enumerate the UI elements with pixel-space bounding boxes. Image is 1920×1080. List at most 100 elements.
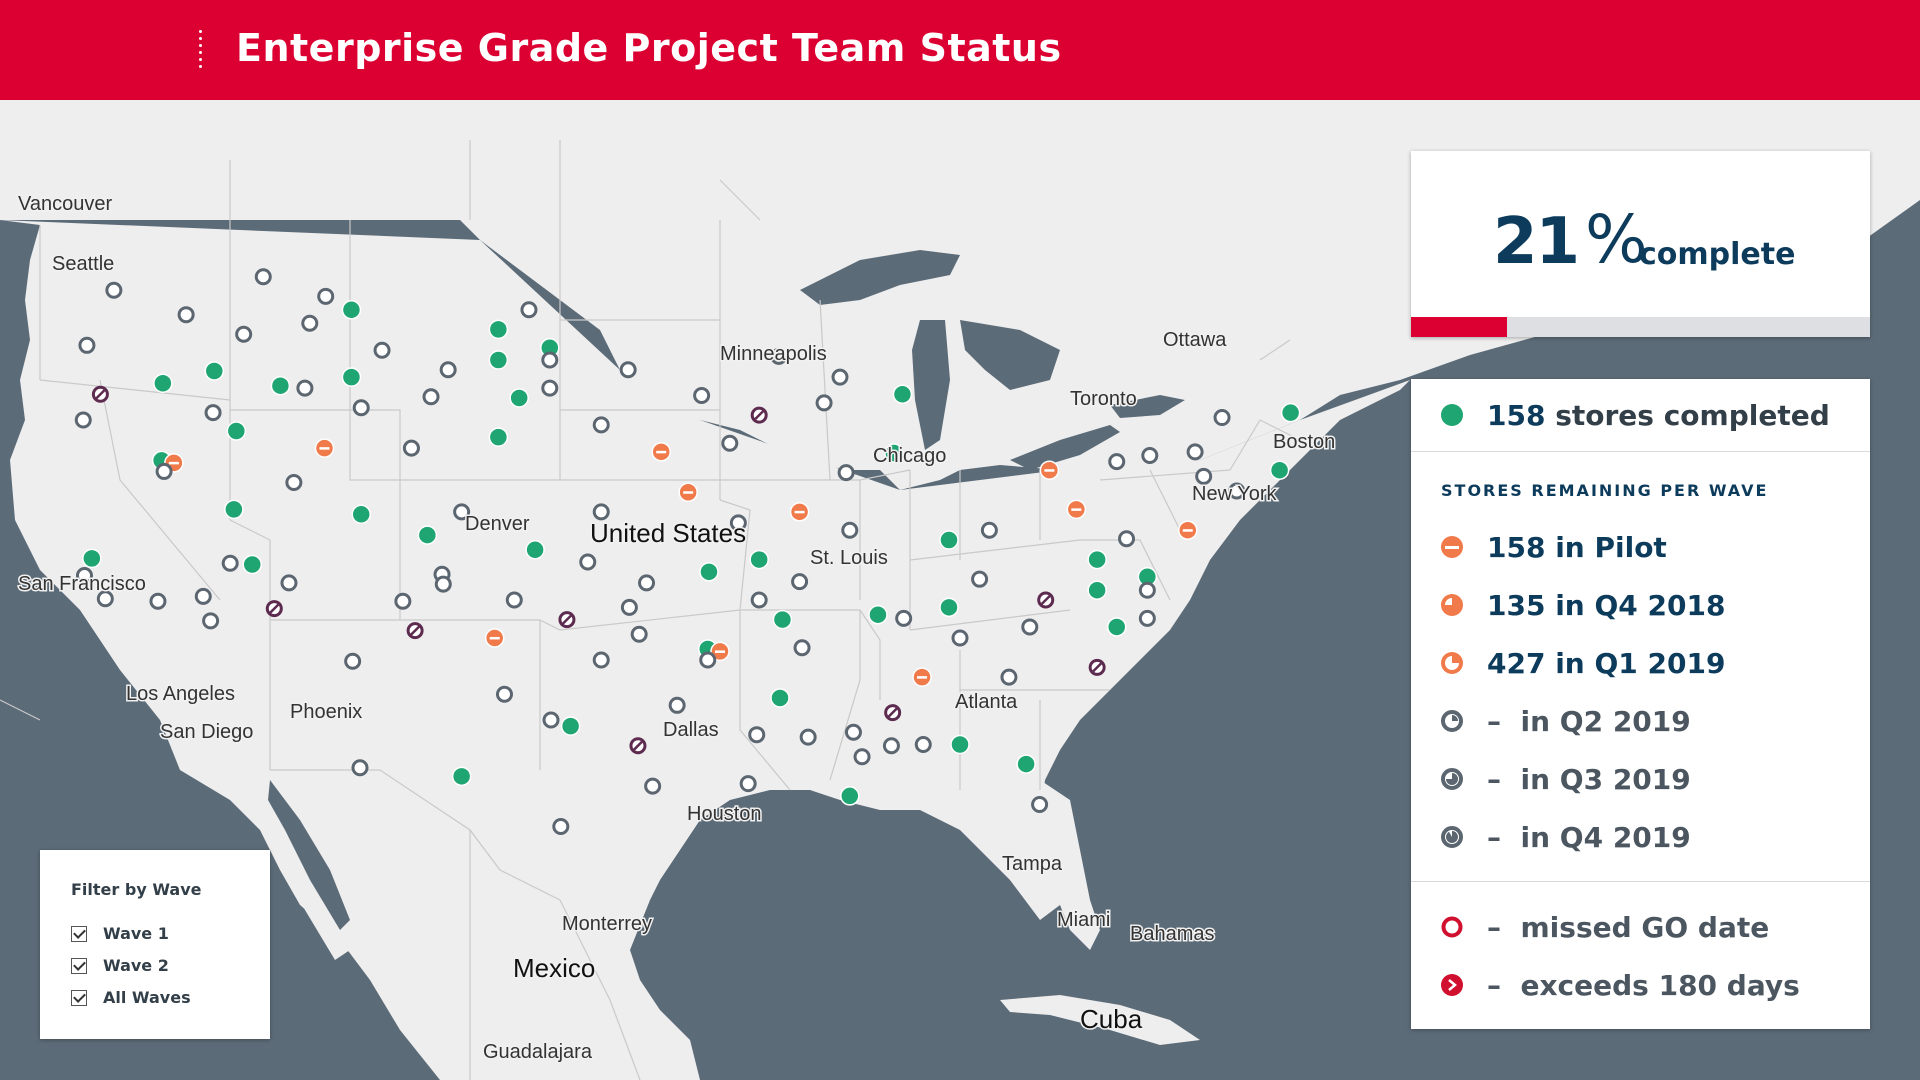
store-pending-marker[interactable] xyxy=(844,723,862,741)
store-completed-marker[interactable] xyxy=(840,786,860,806)
store-completed-marker[interactable] xyxy=(749,549,769,570)
store-pending-marker[interactable] xyxy=(630,625,648,643)
store-pending-marker[interactable] xyxy=(1108,453,1126,471)
store-pending-marker[interactable] xyxy=(105,281,123,299)
store-exceeds-marker[interactable] xyxy=(884,704,902,722)
store-pending-marker[interactable] xyxy=(1195,467,1213,485)
store-pending-marker[interactable] xyxy=(221,554,239,572)
store-pending-marker[interactable] xyxy=(1000,668,1018,686)
store-completed-marker[interactable] xyxy=(341,300,362,320)
store-pending-marker[interactable] xyxy=(638,574,656,592)
store-pending-marker[interactable] xyxy=(373,341,391,359)
store-completed-marker[interactable] xyxy=(451,766,472,787)
store-pending-marker[interactable] xyxy=(693,387,711,405)
checkbox-checked-icon[interactable] xyxy=(71,925,87,942)
store-pilot-marker[interactable] xyxy=(912,667,932,687)
store-completed-marker[interactable] xyxy=(1016,754,1036,774)
store-pending-marker[interactable] xyxy=(1228,482,1246,500)
store-pending-marker[interactable] xyxy=(194,587,212,605)
store-pilot-marker[interactable] xyxy=(1066,499,1087,520)
store-completed-marker[interactable] xyxy=(417,525,438,545)
store-completed-marker[interactable] xyxy=(950,734,970,755)
store-pending-marker[interactable] xyxy=(1118,530,1136,548)
store-pending-marker[interactable] xyxy=(1186,443,1204,461)
store-pending-marker[interactable] xyxy=(739,775,757,793)
filter-option-wave-2[interactable]: Wave 2 xyxy=(71,956,169,975)
store-pending-marker[interactable] xyxy=(177,306,195,324)
store-pending-marker[interactable] xyxy=(422,388,440,406)
store-exceeds-marker[interactable] xyxy=(406,622,424,640)
store-pending-marker[interactable] xyxy=(619,361,637,379)
store-pending-marker[interactable] xyxy=(96,590,114,608)
store-pending-marker[interactable] xyxy=(799,728,817,746)
filter-option-wave-1[interactable]: Wave 1 xyxy=(71,924,169,943)
store-pending-marker[interactable] xyxy=(592,416,610,434)
store-pilot-marker[interactable] xyxy=(314,438,335,458)
store-completed-marker[interactable] xyxy=(1280,402,1301,423)
store-pending-marker[interactable] xyxy=(815,394,833,412)
store-pending-marker[interactable] xyxy=(1213,409,1231,427)
store-exceeds-marker[interactable] xyxy=(750,406,768,424)
store-exceeds-marker[interactable] xyxy=(629,737,647,755)
store-pending-marker[interactable] xyxy=(74,411,92,429)
store-pending-marker[interactable] xyxy=(1021,618,1039,636)
store-pending-marker[interactable] xyxy=(285,473,303,491)
store-pilot-marker[interactable] xyxy=(1039,460,1060,480)
store-completed-marker[interactable] xyxy=(1106,617,1127,637)
store-pending-marker[interactable] xyxy=(791,573,809,591)
store-pending-marker[interactable] xyxy=(344,652,362,670)
store-pending-marker[interactable] xyxy=(520,301,538,319)
store-completed-marker[interactable] xyxy=(341,367,362,387)
store-pending-marker[interactable] xyxy=(620,598,638,616)
store-pilot-marker[interactable] xyxy=(484,628,505,648)
store-pending-marker[interactable] xyxy=(853,748,871,766)
store-pending-marker[interactable] xyxy=(235,325,253,343)
store-pilot-marker[interactable] xyxy=(710,641,730,662)
store-completed-marker[interactable] xyxy=(868,604,888,625)
store-pending-marker[interactable] xyxy=(434,575,452,593)
store-pilot-marker[interactable] xyxy=(678,482,698,502)
store-pending-marker[interactable] xyxy=(592,651,610,669)
store-pending-marker[interactable] xyxy=(202,612,220,630)
store-completed-marker[interactable] xyxy=(772,609,793,630)
store-completed-marker[interactable] xyxy=(892,384,913,405)
store-pending-marker[interactable] xyxy=(882,737,900,755)
store-completed-marker[interactable] xyxy=(509,388,529,408)
menu-dots-icon[interactable] xyxy=(199,30,203,76)
store-exceeds-marker[interactable] xyxy=(1088,658,1106,676)
store-pending-marker[interactable] xyxy=(541,379,559,397)
store-pending-marker[interactable] xyxy=(644,777,662,795)
store-pending-marker[interactable] xyxy=(317,287,335,305)
store-pending-marker[interactable] xyxy=(149,592,167,610)
store-completed-marker[interactable] xyxy=(82,548,102,569)
store-pending-marker[interactable] xyxy=(699,651,717,669)
store-pending-marker[interactable] xyxy=(204,404,222,422)
store-pending-marker[interactable] xyxy=(254,268,272,286)
store-completed-marker[interactable] xyxy=(939,530,959,550)
store-completed-marker[interactable] xyxy=(242,554,262,575)
store-pending-marker[interactable] xyxy=(78,336,96,354)
store-completed-marker[interactable] xyxy=(699,562,719,582)
store-pending-marker[interactable] xyxy=(721,434,739,452)
store-pending-marker[interactable] xyxy=(980,521,998,539)
store-exceeds-marker[interactable] xyxy=(91,385,109,403)
store-pending-marker[interactable] xyxy=(951,629,969,647)
store-completed-marker[interactable] xyxy=(525,540,545,560)
store-completed-marker[interactable] xyxy=(1087,549,1107,570)
checkbox-checked-icon[interactable] xyxy=(71,957,87,974)
store-completed-marker[interactable] xyxy=(224,499,244,520)
store-pending-marker[interactable] xyxy=(394,592,412,610)
store-pending-marker[interactable] xyxy=(552,818,570,836)
store-pending-marker[interactable] xyxy=(1138,581,1156,599)
store-pending-marker[interactable] xyxy=(592,503,610,521)
store-completed-marker[interactable] xyxy=(153,373,173,394)
store-pending-marker[interactable] xyxy=(841,521,859,539)
store-pilot-marker[interactable] xyxy=(651,442,671,462)
store-pending-marker[interactable] xyxy=(351,759,369,777)
store-completed-marker[interactable] xyxy=(939,597,959,618)
store-completed-marker[interactable] xyxy=(488,427,509,447)
store-exceeds-marker[interactable] xyxy=(265,600,283,618)
store-completed-marker[interactable] xyxy=(770,688,790,708)
store-pending-marker[interactable] xyxy=(495,685,513,703)
store-pending-marker[interactable] xyxy=(75,567,93,585)
